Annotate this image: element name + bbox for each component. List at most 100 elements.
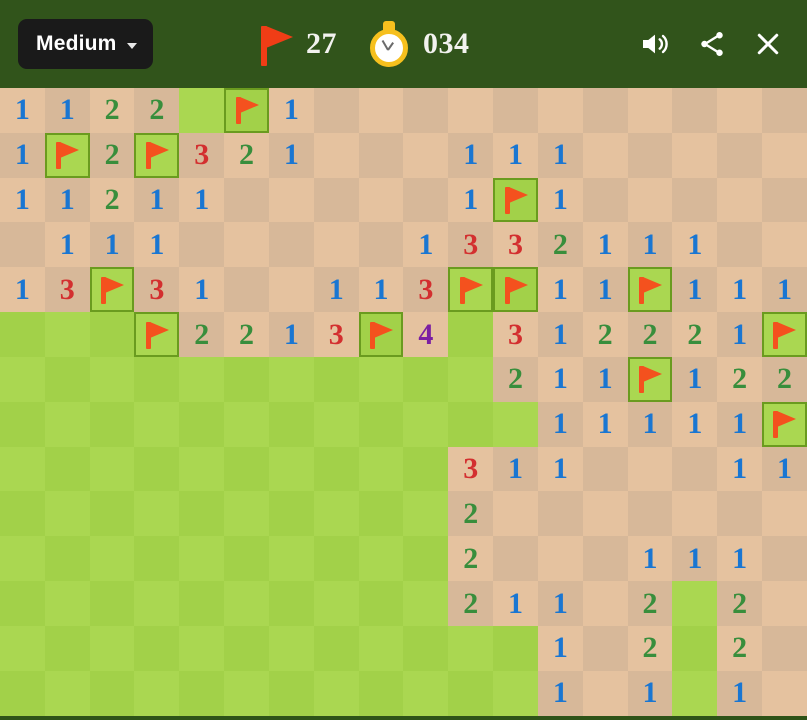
cell-number[interactable]: 1 [627, 670, 673, 716]
cell-hidden[interactable] [0, 401, 45, 447]
cell-empty[interactable] [717, 222, 763, 268]
cell-hidden[interactable] [0, 491, 45, 537]
cell-number[interactable]: 1 [0, 88, 45, 133]
cell-hidden[interactable] [0, 356, 45, 402]
cell-hidden[interactable] [134, 581, 180, 626]
cell-number[interactable]: 2 [627, 625, 673, 671]
cell-hidden[interactable] [134, 625, 180, 671]
cell-number[interactable]: 2 [448, 491, 494, 537]
cell-number[interactable]: 2 [672, 312, 718, 357]
cell-hidden[interactable] [89, 356, 135, 402]
cell-hidden[interactable] [672, 581, 718, 626]
cell-hidden[interactable] [224, 536, 269, 582]
cell-hidden[interactable] [44, 536, 90, 582]
cell-number[interactable]: 1 [493, 581, 538, 626]
cell-number[interactable]: 1 [493, 446, 538, 492]
cell-hidden[interactable] [493, 401, 538, 447]
cell-number[interactable]: 2 [762, 356, 807, 402]
cell-number[interactable]: 4 [403, 312, 449, 357]
cell-number[interactable]: 2 [717, 356, 763, 402]
cell-hidden[interactable] [448, 401, 494, 447]
cell-hidden[interactable] [313, 491, 359, 537]
cell-empty[interactable] [493, 88, 538, 133]
cell-number[interactable]: 1 [672, 356, 718, 402]
cell-hidden[interactable] [448, 312, 494, 357]
cell-number[interactable]: 1 [537, 625, 583, 671]
cell-flagged[interactable] [134, 312, 180, 357]
cell-empty[interactable] [762, 625, 807, 671]
cell-hidden[interactable] [179, 401, 225, 447]
cell-hidden[interactable] [358, 536, 404, 582]
cell-hidden[interactable] [672, 670, 718, 716]
cell-hidden[interactable] [0, 581, 45, 626]
cell-empty[interactable] [762, 491, 807, 537]
cell-number[interactable]: 2 [493, 356, 538, 402]
cell-empty[interactable] [358, 222, 404, 268]
cell-number[interactable]: 1 [717, 312, 763, 357]
cell-number[interactable]: 1 [448, 132, 494, 178]
cell-empty[interactable] [762, 88, 807, 133]
cell-number[interactable]: 1 [627, 401, 673, 447]
cell-hidden[interactable] [403, 670, 449, 716]
cell-number[interactable]: 1 [44, 177, 90, 223]
cell-hidden[interactable] [358, 670, 404, 716]
cell-hidden[interactable] [179, 88, 225, 133]
cell-number[interactable]: 1 [493, 132, 538, 178]
sound-on-icon[interactable] [639, 28, 671, 60]
cell-number[interactable]: 1 [672, 401, 718, 447]
cell-number[interactable]: 1 [717, 670, 763, 716]
cell-empty[interactable] [762, 670, 807, 716]
cell-empty[interactable] [224, 177, 269, 223]
cell-hidden[interactable] [89, 312, 135, 357]
cell-number[interactable]: 1 [672, 267, 718, 313]
cell-empty[interactable] [358, 132, 404, 178]
cell-number[interactable]: 1 [537, 670, 583, 716]
cell-hidden[interactable] [224, 446, 269, 492]
cell-number[interactable]: 1 [44, 222, 90, 268]
cell-number[interactable]: 3 [493, 312, 538, 357]
cell-hidden[interactable] [313, 446, 359, 492]
cell-hidden[interactable] [44, 356, 90, 402]
cell-hidden[interactable] [224, 581, 269, 626]
cell-hidden[interactable] [448, 670, 494, 716]
cell-empty[interactable] [762, 222, 807, 268]
cell-empty[interactable] [448, 88, 494, 133]
cell-flagged[interactable] [134, 132, 180, 178]
cell-hidden[interactable] [358, 491, 404, 537]
cell-empty[interactable] [224, 222, 269, 268]
cell-empty[interactable] [582, 670, 628, 716]
difficulty-selector[interactable]: Medium [18, 19, 153, 69]
cell-hidden[interactable] [268, 670, 314, 716]
cell-number[interactable]: 1 [582, 222, 628, 268]
cell-hidden[interactable] [403, 401, 449, 447]
cell-empty[interactable] [403, 132, 449, 178]
cell-number[interactable]: 2 [224, 132, 269, 178]
cell-hidden[interactable] [44, 625, 90, 671]
cell-hidden[interactable] [448, 625, 494, 671]
cell-hidden[interactable] [134, 401, 180, 447]
cell-flagged[interactable] [448, 267, 494, 313]
cell-hidden[interactable] [313, 356, 359, 402]
cell-hidden[interactable] [224, 491, 269, 537]
cell-number[interactable]: 1 [0, 132, 45, 178]
cell-hidden[interactable] [268, 446, 314, 492]
cell-hidden[interactable] [224, 356, 269, 402]
cell-hidden[interactable] [403, 581, 449, 626]
cell-empty[interactable] [627, 88, 673, 133]
cell-flagged[interactable] [493, 177, 538, 223]
cell-number[interactable]: 1 [313, 267, 359, 313]
cell-empty[interactable] [268, 267, 314, 313]
cell-empty[interactable] [762, 581, 807, 626]
cell-number[interactable]: 1 [672, 536, 718, 582]
cell-number[interactable]: 1 [134, 177, 180, 223]
cell-number[interactable]: 2 [717, 625, 763, 671]
cell-hidden[interactable] [44, 446, 90, 492]
cell-number[interactable]: 1 [582, 267, 628, 313]
cell-number[interactable]: 1 [717, 267, 763, 313]
cell-hidden[interactable] [44, 491, 90, 537]
cell-empty[interactable] [358, 88, 404, 133]
cell-empty[interactable] [358, 177, 404, 223]
cell-empty[interactable] [672, 446, 718, 492]
cell-flagged[interactable] [627, 356, 673, 402]
cell-number[interactable]: 1 [179, 177, 225, 223]
